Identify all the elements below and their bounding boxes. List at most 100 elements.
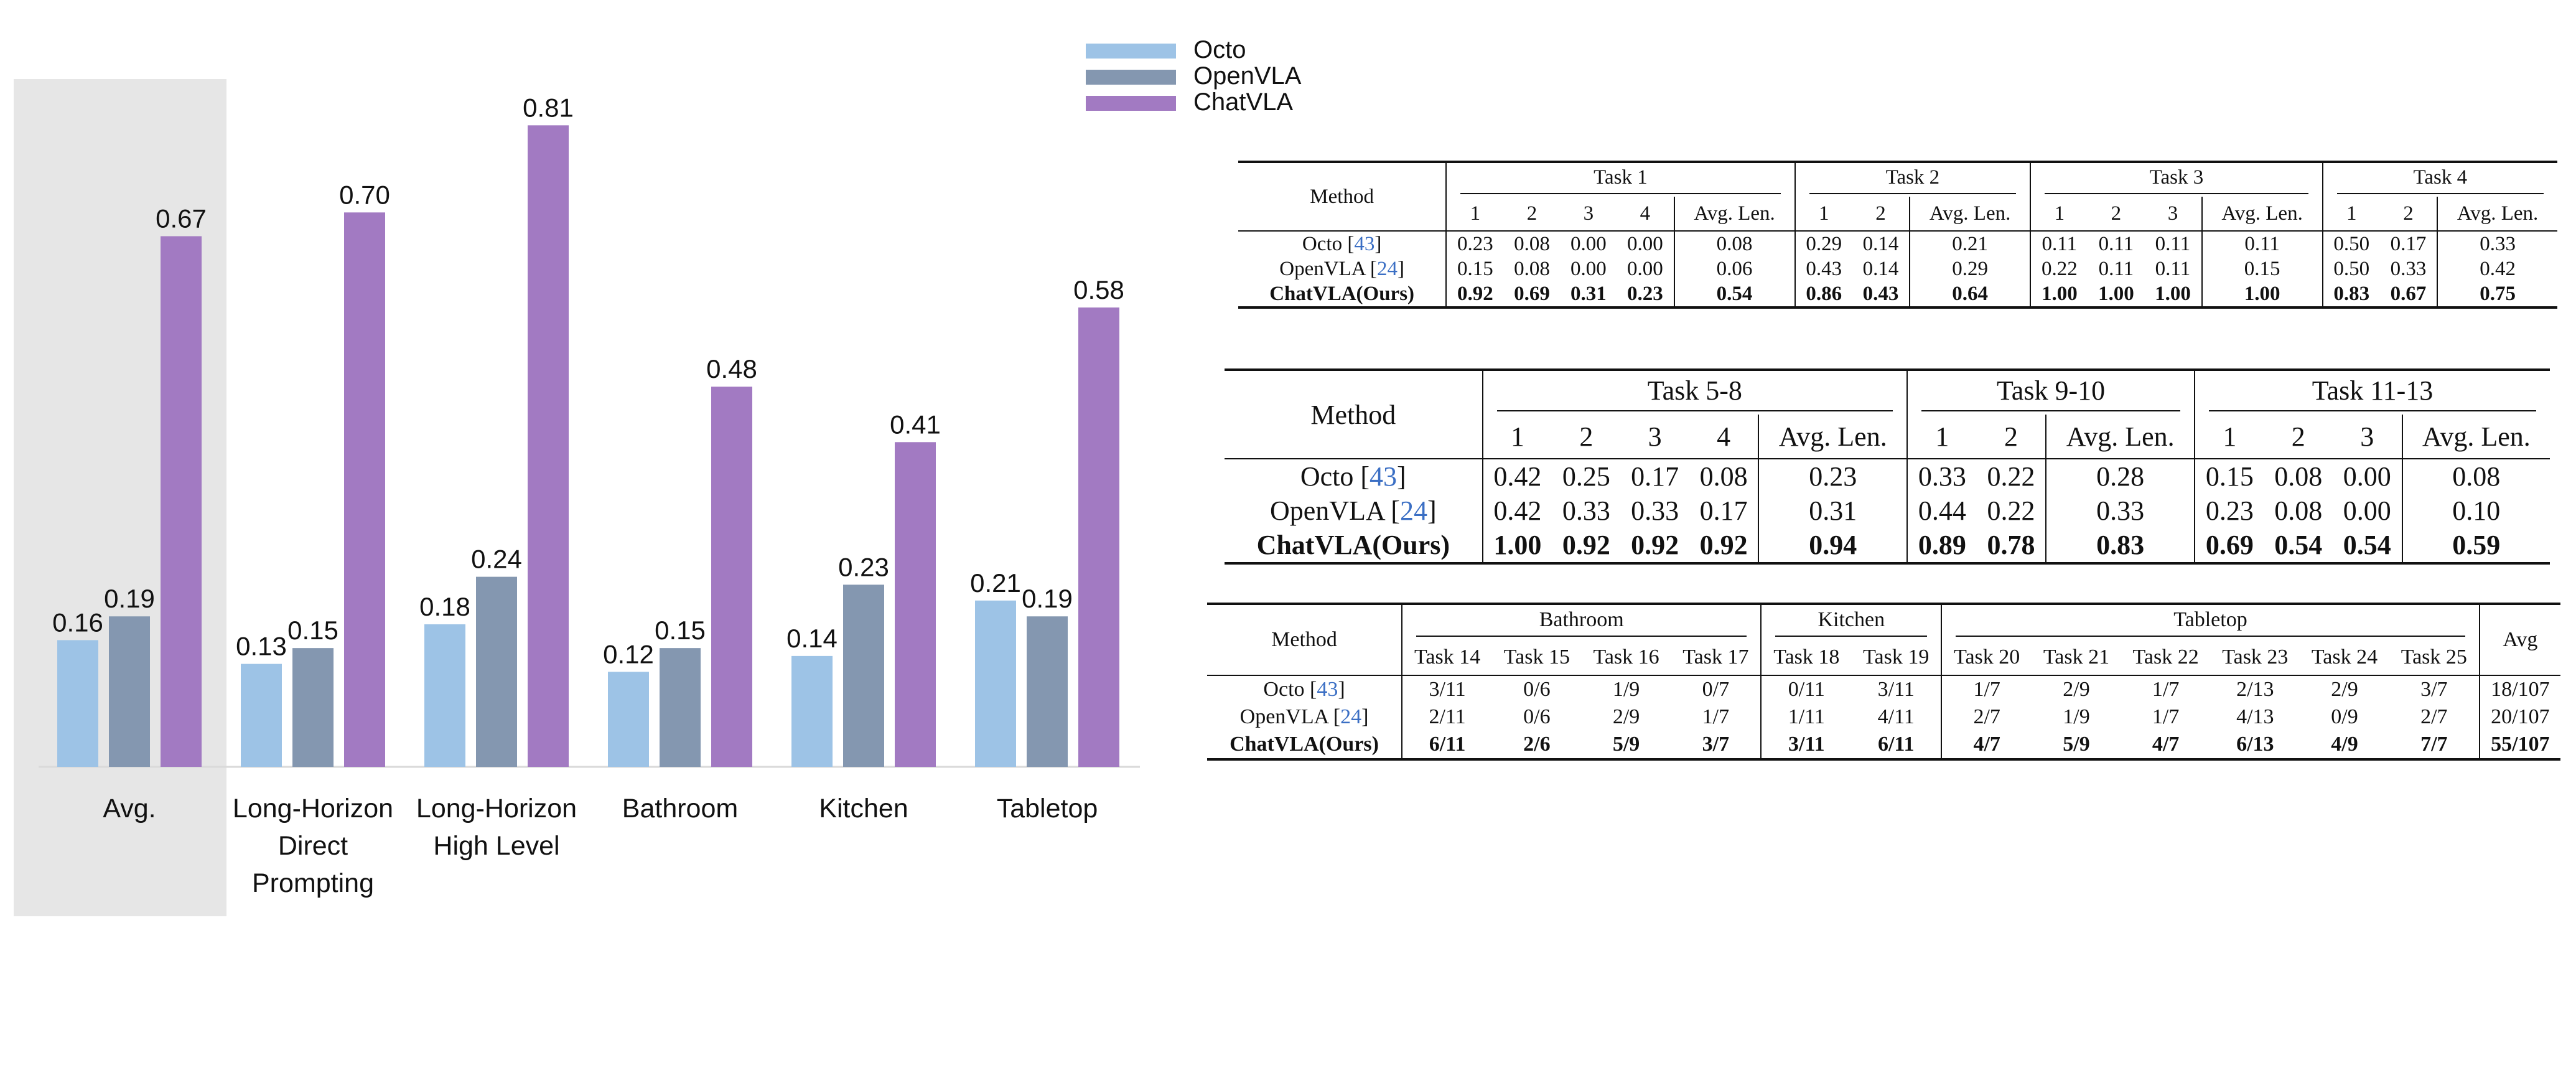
results-table: Method Task 1 Task 2 Task 3 Task 4 1 2 3 4 Avg. L… [1238, 161, 2557, 309]
group-label: Task 1 [1460, 166, 1781, 194]
column-header: Task 20 [1954, 645, 2020, 669]
avg-cell: 20/107 [2491, 705, 2550, 728]
method-cell: Octo [43] [1207, 675, 1403, 703]
data-label-openvla-2: 0.24 [471, 545, 522, 574]
method-name: ChatVLA(Ours) [1230, 733, 1379, 756]
column-header: 1 [1935, 421, 1949, 452]
table-cell: 0.15 [1457, 257, 1493, 280]
table-cell: 0.92 [1446, 281, 1504, 309]
bar-chatvla-0 [161, 236, 202, 767]
table-cell: 0.69 [2195, 528, 2264, 565]
table-cell: 0.10 [2401, 494, 2550, 528]
bar-octo-2 [424, 624, 465, 767]
data-label-openvla-0: 0.19 [104, 584, 155, 613]
table-cell: 0.15 [2195, 458, 2264, 494]
table-cell: 4/9 [2300, 731, 2389, 761]
column-header: 2 [1579, 421, 1594, 452]
category-label-3: Bathroom [622, 794, 738, 824]
column-header: Avg. Len. [1909, 197, 2032, 231]
table-cell: 0.33 [1562, 495, 1610, 526]
bar-octo-5 [975, 600, 1016, 767]
citation-ref: 24 [1340, 705, 1362, 728]
table-cell: 5/9 [1581, 731, 1671, 761]
table-cell: 2/11 [1429, 705, 1466, 728]
method-header: Method [1225, 368, 1483, 459]
method-name: Octo [1302, 232, 1343, 255]
group-header: Task 11-13 [2195, 368, 2550, 415]
group-label: Task 11-13 [2209, 375, 2536, 411]
avg-header: Avg [2479, 603, 2560, 675]
table-cell: 0.43 [1806, 257, 1842, 280]
table-row: Octo [43] 0.23 0.08 0.00 0.00 0.08 0.29 0.14 0.2… [1238, 230, 2557, 256]
table-cell: 4/11 [1851, 703, 1943, 731]
category-label-2: Long-Horizon High Level [416, 794, 577, 861]
legend-swatch-octo [1086, 44, 1176, 59]
table-cell: 0.23 [1446, 230, 1504, 256]
column-header: Task 15 [1503, 645, 1570, 669]
group-label: Task 9-10 [1921, 375, 2181, 411]
table-cell: 0/9 [2331, 705, 2358, 728]
table-cell: 0.29 [1909, 256, 2032, 281]
table-cell: 0.11 [2030, 230, 2088, 256]
column-header: Task 22 [2132, 645, 2199, 669]
table-cell: 0.14 [1862, 257, 1899, 280]
table-cell: 1/9 [2063, 705, 2090, 728]
category-label-1: Long-Horizon Direct Prompting [233, 794, 393, 898]
table-cell: 3/11 [1402, 675, 1493, 703]
data-label-octo-2: 0.18 [419, 592, 470, 621]
citation-ref: 24 [1376, 257, 1398, 280]
table-cell: 0.59 [2401, 528, 2550, 565]
table-row: Octo [43] 0.42 0.25 0.17 0.08 0.23 0.33 0.22 0.2… [1225, 458, 2550, 494]
group-label: Task 3 [2045, 166, 2308, 194]
legend-label-openvla: OpenVLA [1193, 62, 1302, 90]
table-cell: 0.15 [2201, 256, 2323, 281]
table-cell: 0.23 [2205, 495, 2254, 526]
group-label: Bathroom [1416, 608, 1747, 637]
table-cell: 0.08 [1503, 230, 1561, 256]
column-header: Avg. Len. [2401, 415, 2550, 459]
category-label-4: Kitchen [819, 794, 908, 824]
data-label-chatvla-1: 0.70 [339, 180, 390, 209]
method-name: Octo [1263, 678, 1305, 701]
table-cell: 1.00 [2030, 281, 2088, 309]
table-cell: 0.64 [1909, 281, 2032, 309]
bar-chatvla-2 [528, 125, 569, 767]
results-table-long-horizon-direct: Method Task 1 Task 2 Task 3 Task 4 1 2 3 4 Avg. L… [1238, 161, 2557, 309]
table-cell: 0.42 [2437, 256, 2557, 281]
group-label: Tabletop [1956, 608, 2465, 637]
table-cell: 2/9 [2300, 675, 2389, 703]
bar-chatvla-4 [895, 442, 936, 767]
data-label-openvla-4: 0.23 [838, 552, 889, 581]
table-row: ChatVLA(Ours) 0.92 0.69 0.31 0.23 0.54 0.86 0.4… [1238, 281, 2557, 309]
plot-area: 0.160.190.67Avg.0.130.150.70Long-Horizon… [14, 79, 1140, 916]
table-cell: 1/7 [1671, 703, 1762, 731]
column-header: 1 [2223, 421, 2237, 452]
table-cell: 2/6 [1492, 731, 1582, 761]
table-cell: 0.94 [1758, 528, 1908, 565]
bar-openvla-2 [476, 576, 517, 767]
table-cell: 1/11 [1788, 705, 1825, 728]
table-cell: 2/7 [1973, 705, 2000, 728]
table-cell: 1/7 [2152, 705, 2180, 728]
table-cell: 0.54 [2332, 528, 2402, 565]
group-header: Task 5-8 [1482, 368, 1908, 415]
legend-swatch-openvla [1086, 70, 1176, 85]
table-cell: 0.29 [1794, 230, 1852, 256]
table-cell: 0.00 [1627, 257, 1663, 280]
column-header: 2 [2111, 202, 2122, 225]
table-cell: 0.33 [2045, 494, 2196, 528]
table-cell: 0.06 [1673, 256, 1796, 281]
table-cell: 0.92 [1689, 528, 1759, 565]
bar-chart: 0.160.190.67Avg.0.130.150.70Long-Horizon… [14, 44, 1176, 916]
data-label-octo-5: 0.21 [970, 568, 1021, 598]
table-cell: 1.00 [1482, 528, 1552, 565]
table-cell: 0.44 [1918, 495, 1966, 526]
table-cell: 0.75 [2437, 281, 2557, 309]
table-row: OpenVLA [24] 0.42 0.33 0.33 0.17 0.31 0.44 0.22… [1225, 494, 2550, 528]
chart-legend [1086, 44, 1176, 111]
table-cell: 0.08 [2274, 495, 2323, 526]
method-cell: ChatVLA(Ours) [1238, 281, 1447, 309]
table-cell: 3/7 [1671, 731, 1762, 761]
table-cell: 0.31 [1758, 494, 1908, 528]
